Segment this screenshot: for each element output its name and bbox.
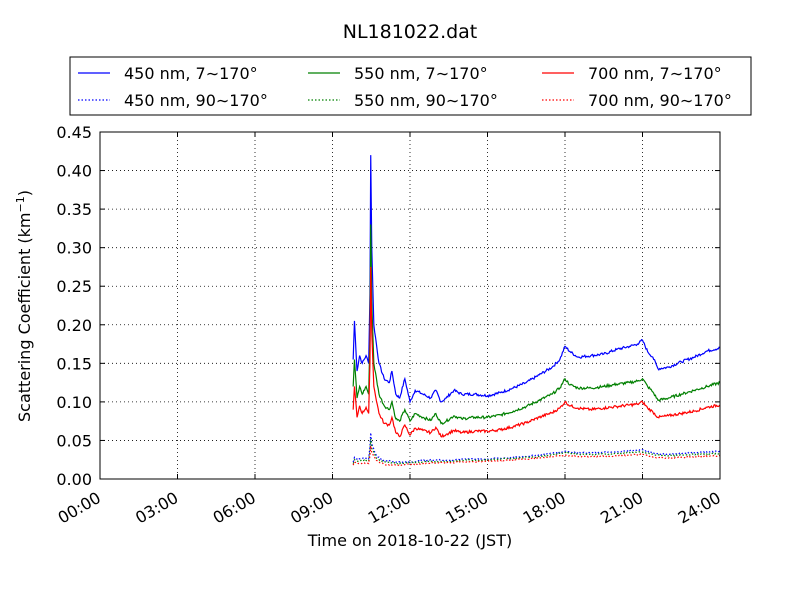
legend-label-1: 550 nm, 7∼170°	[354, 64, 488, 83]
x-tick-label: 24:00	[675, 488, 724, 528]
x-tick-label: 03:00	[132, 488, 181, 528]
y-axis-title-main: Scattering Coefficient (km	[15, 212, 34, 422]
legend-frame	[69, 56, 752, 116]
y-tick-label: 0.25	[56, 277, 92, 296]
y-tick-label: 0.40	[56, 162, 92, 181]
legend-label-5: 700 nm, 90∼170°	[588, 91, 732, 110]
x-tick-label: 09:00	[287, 488, 336, 528]
y-tick-label: 0.35	[56, 200, 92, 219]
x-tick-label: 12:00	[365, 488, 414, 528]
series-line-2	[352, 266, 721, 438]
y-axis-title-close: )	[15, 190, 34, 196]
y-tick-label: 0.45	[56, 123, 92, 142]
y-tick-label: 0.30	[56, 239, 92, 258]
y-tick-label: 0.20	[56, 316, 92, 335]
series-line-5	[352, 445, 721, 467]
ticks-layer: 0.00 0.05 0.10 0.15 0.20 0.25 0.30 0.35 0.40 0.45…	[55, 123, 724, 528]
x-tick-label: 18:00	[520, 488, 569, 528]
series-line-4	[352, 438, 721, 465]
legend-label-3: 450 nm, 90∼170°	[124, 91, 268, 110]
series-line-1	[352, 224, 721, 425]
grid-layer	[100, 132, 720, 479]
x-tick-label: 06:00	[210, 488, 259, 528]
x-axis-title: Time on 2018-10-22 (JST)	[307, 531, 512, 550]
y-tick-label: 0.10	[56, 393, 92, 412]
legend-label-4: 550 nm, 90∼170°	[354, 91, 498, 110]
y-axis-title: Scattering Coefficient (km−1)	[14, 190, 34, 422]
legend-label-2: 700 nm, 7∼170°	[588, 64, 722, 83]
y-axis-title-sup: −1	[14, 196, 27, 212]
x-tick-label: 00:00	[55, 488, 104, 528]
legend-label-0: 450 nm, 7∼170°	[124, 64, 258, 83]
y-tick-label: 0.00	[56, 470, 92, 489]
legend: 450 nm, 7∼170° 550 nm, 7∼170° 700 nm, 7∼17…	[69, 56, 752, 116]
series-layer	[352, 155, 721, 467]
x-tick-label: 21:00	[597, 488, 646, 528]
y-tick-label: 0.15	[56, 354, 92, 373]
series-line-0	[352, 155, 721, 405]
chart-title: NL181022.dat	[343, 21, 478, 43]
y-tick-label: 0.05	[56, 431, 92, 450]
x-tick-label: 15:00	[442, 488, 491, 528]
